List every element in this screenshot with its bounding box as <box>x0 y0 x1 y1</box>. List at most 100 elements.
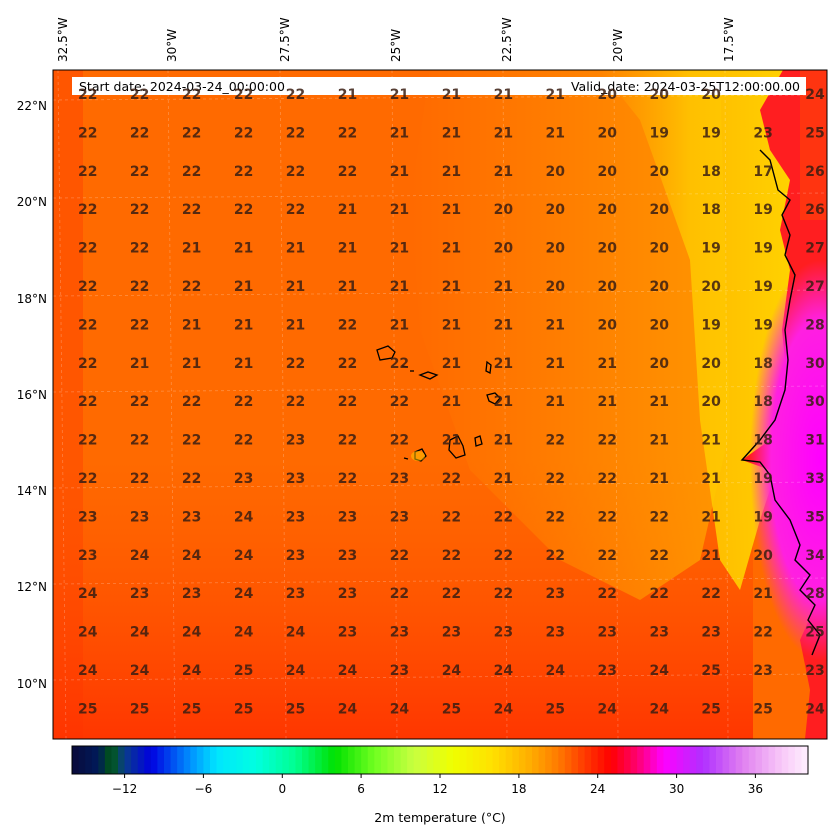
temperature-value-r9-c10: 22 <box>598 433 617 449</box>
colorbar-segment <box>643 746 651 774</box>
colorbar-segment <box>479 746 487 774</box>
temperature-value-r14-c2: 24 <box>182 625 202 641</box>
temperature-value-r5-c3: 21 <box>234 279 253 295</box>
temperature-value-r14-c8: 23 <box>494 625 513 641</box>
temperature-value-r7-c5: 22 <box>338 356 357 372</box>
colorbar-tick-label: 24 <box>590 782 605 796</box>
colorbar-segment <box>78 746 86 774</box>
latitude-labels: 22°N 20°N 18°N 16°N 14°N 12°N 10°N <box>17 99 47 691</box>
temperature-value-r7-c2: 21 <box>182 356 201 372</box>
temperature-value-r0-c0: 22 <box>78 87 97 103</box>
colorbar-segment <box>762 746 770 774</box>
colorbar-segment <box>302 746 310 774</box>
temperature-value-r5-c8: 21 <box>494 279 513 295</box>
temperature-value-r14-c1: 24 <box>130 625 150 641</box>
colorbar-tick-label: −6 <box>195 782 213 796</box>
colorbar-segment <box>551 746 559 774</box>
temperature-value-r0-c3: 22 <box>234 87 253 103</box>
temperature-value-r16-c3: 25 <box>234 701 253 717</box>
temperature-value-r0-c6: 21 <box>390 87 409 103</box>
colorbar-segment <box>617 746 625 774</box>
temperature-value-r3-c14: 26 <box>805 202 824 218</box>
temperature-value-r9-c9: 22 <box>546 433 565 449</box>
colorbar-segment <box>367 746 375 774</box>
temperature-value-r1-c6: 21 <box>390 125 409 141</box>
temperature-value-r13-c9: 23 <box>546 586 565 602</box>
temperature-value-r11-c4: 23 <box>286 509 305 525</box>
temperature-value-r14-c6: 23 <box>390 625 409 641</box>
temperature-value-r2-c14: 26 <box>805 164 824 180</box>
temperature-value-r13-c6: 22 <box>390 586 409 602</box>
temperature-value-r5-c4: 21 <box>286 279 305 295</box>
colorbar-segments <box>72 746 809 774</box>
temperature-value-r3-c10: 20 <box>598 202 618 218</box>
colorbar-segment <box>413 746 421 774</box>
colorbar-segment <box>315 746 323 774</box>
colorbar-segment <box>203 746 211 774</box>
temperature-value-r13-c3: 24 <box>234 586 254 602</box>
sahel-hot-spot <box>750 260 827 660</box>
temperature-value-r8-c4: 22 <box>286 394 305 410</box>
temperature-value-r8-c10: 21 <box>598 394 617 410</box>
temperature-value-r0-c2: 22 <box>182 87 201 103</box>
temperature-value-r8-c12: 20 <box>701 394 721 410</box>
temperature-value-r15-c0: 24 <box>78 663 98 679</box>
temperature-value-r3-c7: 21 <box>442 202 461 218</box>
temperature-value-r7-c11: 20 <box>650 356 670 372</box>
temperature-value-r10-c13: 19 <box>753 471 772 487</box>
temperature-value-r6-c9: 21 <box>546 317 565 333</box>
temperature-value-r16-c4: 25 <box>286 701 305 717</box>
colorbar-segment <box>236 746 244 774</box>
temperature-value-r9-c11: 21 <box>650 433 669 449</box>
colorbar-segment <box>374 746 382 774</box>
colorbar-segment <box>742 746 750 774</box>
temperature-value-r5-c13: 19 <box>753 279 772 295</box>
temperature-value-r0-c5: 21 <box>338 87 357 103</box>
temperature-value-r7-c12: 20 <box>701 356 721 372</box>
start-date-label: Start date: 2024-03-24_00:00:00 <box>79 79 285 94</box>
temperature-value-r7-c9: 21 <box>546 356 565 372</box>
temperature-value-r15-c11: 24 <box>650 663 670 679</box>
colorbar-segment <box>492 746 500 774</box>
temperature-value-r5-c0: 22 <box>78 279 97 295</box>
colorbar-segment <box>775 746 783 774</box>
temperature-value-r2-c10: 20 <box>598 164 618 180</box>
colorbar-tick-label: 18 <box>511 782 526 796</box>
colorbar-segment <box>670 746 678 774</box>
colorbar-segment <box>269 746 277 774</box>
temperature-value-r6-c13: 19 <box>753 317 772 333</box>
temperature-value-r11-c12: 21 <box>701 509 720 525</box>
temperature-value-r8-c8: 21 <box>494 394 513 410</box>
temperature-value-r15-c10: 23 <box>598 663 617 679</box>
colorbar-segment <box>85 746 93 774</box>
temperature-value-r16-c2: 25 <box>182 701 201 717</box>
colorbar-tick-label: 36 <box>748 782 763 796</box>
island-warm-spot <box>411 451 425 461</box>
temperature-value-r15-c4: 24 <box>286 663 306 679</box>
temperature-value-r16-c1: 25 <box>130 701 149 717</box>
temperature-value-r11-c6: 23 <box>390 509 409 525</box>
colorbar-segment <box>98 746 106 774</box>
temperature-value-r3-c5: 21 <box>338 202 357 218</box>
colorbar-segment <box>394 746 402 774</box>
lat-label-14n: 14°N <box>17 484 47 498</box>
temperature-value-r2-c11: 20 <box>650 164 670 180</box>
temperature-value-r12-c8: 22 <box>494 548 513 564</box>
colorbar-segment <box>525 746 533 774</box>
temperature-value-r10-c2: 22 <box>182 471 201 487</box>
temperature-value-r1-c0: 22 <box>78 125 97 141</box>
temperature-value-r5-c14: 27 <box>805 279 824 295</box>
temperature-value-r3-c12: 18 <box>701 202 720 218</box>
colorbar-segment <box>716 746 724 774</box>
colorbar-segment <box>72 746 80 774</box>
temperature-value-r11-c1: 23 <box>130 509 149 525</box>
colorbar-segment <box>532 746 540 774</box>
temperature-value-r4-c10: 20 <box>598 241 618 257</box>
colorbar-segment <box>472 746 481 774</box>
temperature-value-r9-c12: 21 <box>701 433 720 449</box>
lon-label-27-5w: 27.5°W <box>278 17 292 62</box>
temperature-value-r0-c10: 20 <box>598 87 618 103</box>
temperature-value-r11-c9: 22 <box>546 509 565 525</box>
colorbar: −12 −6 0 6 12 18 24 30 36 2m temperature (°C) <box>71 745 809 825</box>
temperature-value-r2-c2: 22 <box>182 164 201 180</box>
